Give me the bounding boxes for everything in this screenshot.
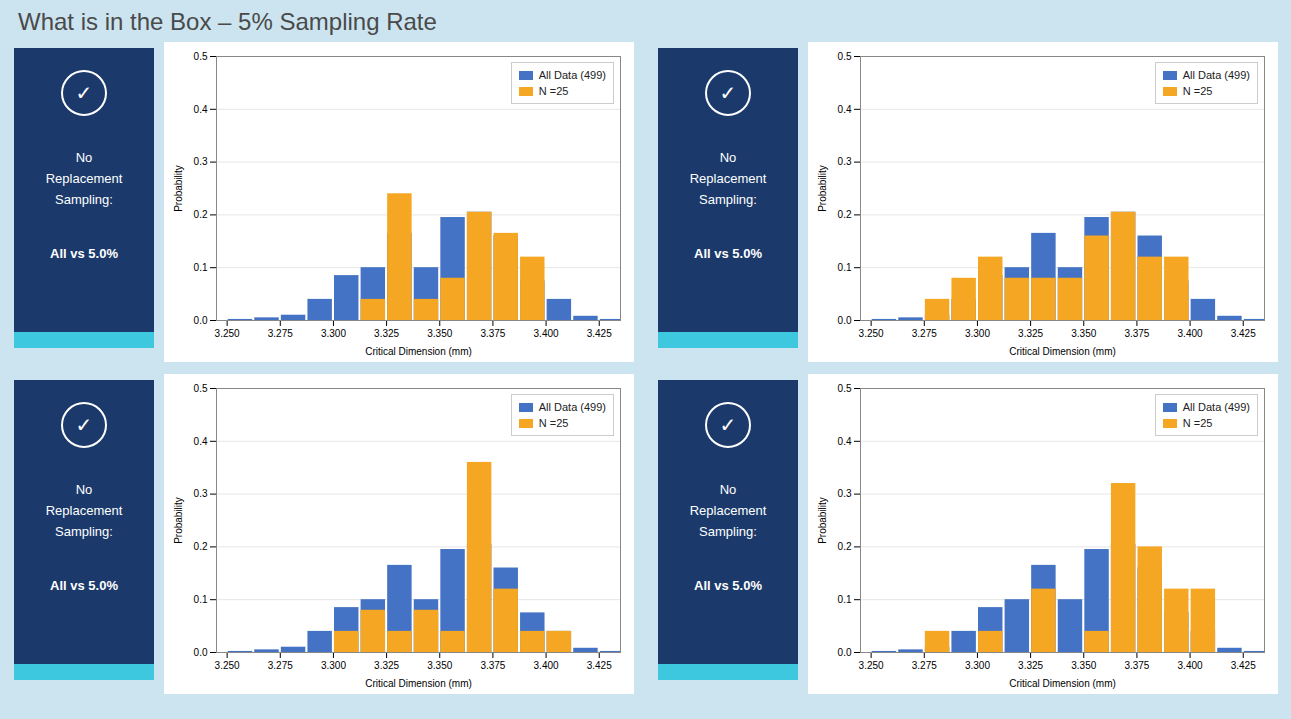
- svg-text:3.425: 3.425: [1231, 660, 1256, 671]
- svg-text:3.325: 3.325: [374, 660, 399, 671]
- svg-text:0.3: 0.3: [838, 488, 852, 499]
- svg-text:3.375: 3.375: [480, 660, 505, 671]
- svg-text:3.275: 3.275: [912, 660, 937, 671]
- svg-text:3.325: 3.325: [1018, 328, 1043, 339]
- svg-text:0.2: 0.2: [838, 541, 852, 552]
- svg-text:3.275: 3.275: [268, 328, 293, 339]
- svg-text:0.4: 0.4: [194, 104, 208, 115]
- svg-text:0.3: 0.3: [838, 156, 852, 167]
- svg-text:0.5: 0.5: [838, 383, 852, 394]
- svg-text:3.375: 3.375: [1124, 328, 1149, 339]
- svg-text:3.250: 3.250: [215, 328, 240, 339]
- svg-text:Critical Dimension (mm): Critical Dimension (mm): [365, 346, 472, 357]
- html-text:All vs 5.0%: All vs 5.0%: [694, 578, 762, 593]
- svg-text:Probability: Probability: [173, 497, 184, 544]
- html-text:N =25: N =25: [1182, 417, 1213, 429]
- svg-text:Critical Dimension (mm): Critical Dimension (mm): [1009, 678, 1116, 689]
- svg-text:0.2: 0.2: [838, 209, 852, 220]
- svg-text:3.400: 3.400: [534, 660, 559, 671]
- svg-text:0.5: 0.5: [194, 51, 208, 62]
- html-text:All Data (499): All Data (499): [1182, 69, 1250, 81]
- svg-text:3.375: 3.375: [1124, 660, 1149, 671]
- svg-text:3.300: 3.300: [321, 328, 346, 339]
- svg-text:0.1: 0.1: [194, 262, 208, 273]
- svg-text:3.300: 3.300: [321, 660, 346, 671]
- html-text:No Replacement Sampling:: No Replacement Sampling:: [45, 482, 123, 539]
- svg-text:3.325: 3.325: [374, 328, 399, 339]
- svg-text:3.400: 3.400: [1178, 660, 1203, 671]
- svg-text:3.275: 3.275: [912, 328, 937, 339]
- svg-text:0.1: 0.1: [838, 594, 852, 605]
- html-text:N =25: N =25: [538, 417, 569, 429]
- svg-text:3.350: 3.350: [427, 660, 452, 671]
- svg-text:3.250: 3.250: [859, 328, 884, 339]
- svg-text:Critical Dimension (mm): Critical Dimension (mm): [1009, 346, 1116, 357]
- svg-text:0.5: 0.5: [838, 51, 852, 62]
- svg-text:3.300: 3.300: [965, 328, 990, 339]
- svg-text:3.275: 3.275: [268, 660, 293, 671]
- svg-text:3.350: 3.350: [427, 328, 452, 339]
- html-text:No Replacement Sampling:: No Replacement Sampling:: [689, 482, 767, 539]
- svg-text:Probability: Probability: [173, 165, 184, 212]
- svg-text:3.400: 3.400: [534, 328, 559, 339]
- html-text:All vs 5.0%: All vs 5.0%: [50, 578, 118, 593]
- svg-text:3.425: 3.425: [587, 328, 612, 339]
- svg-text:0.4: 0.4: [838, 436, 852, 447]
- svg-text:0.1: 0.1: [838, 262, 852, 273]
- svg-text:3.425: 3.425: [1231, 328, 1256, 339]
- svg-text:0.3: 0.3: [194, 488, 208, 499]
- svg-text:3.425: 3.425: [587, 660, 612, 671]
- html-text:All Data (499): All Data (499): [538, 69, 606, 81]
- svg-text:3.300: 3.300: [965, 660, 990, 671]
- svg-text:3.250: 3.250: [859, 660, 884, 671]
- svg-text:Probability: Probability: [817, 497, 828, 544]
- svg-text:3.350: 3.350: [1071, 328, 1096, 339]
- svg-text:0.1: 0.1: [194, 594, 208, 605]
- html-text:N =25: N =25: [1182, 85, 1213, 97]
- html-text:All vs 5.0%: All vs 5.0%: [50, 246, 118, 261]
- svg-text:Critical Dimension (mm): Critical Dimension (mm): [365, 678, 472, 689]
- svg-text:0.0: 0.0: [838, 315, 852, 326]
- svg-text:0.4: 0.4: [838, 104, 852, 115]
- svg-text:3.250: 3.250: [215, 660, 240, 671]
- html-text:All Data (499): All Data (499): [1182, 401, 1250, 413]
- svg-text:0.2: 0.2: [194, 541, 208, 552]
- svg-text:0.5: 0.5: [194, 383, 208, 394]
- html-text:N =25: N =25: [538, 85, 569, 97]
- svg-text:3.350: 3.350: [1071, 660, 1096, 671]
- svg-text:0.3: 0.3: [194, 156, 208, 167]
- svg-text:Probability: Probability: [817, 165, 828, 212]
- svg-text:0.0: 0.0: [838, 647, 852, 658]
- html-text:All vs 5.0%: All vs 5.0%: [694, 246, 762, 261]
- svg-text:3.325: 3.325: [1018, 660, 1043, 671]
- svg-text:0.0: 0.0: [194, 315, 208, 326]
- svg-text:3.400: 3.400: [1178, 328, 1203, 339]
- svg-text:3.375: 3.375: [480, 328, 505, 339]
- html-text:No Replacement Sampling:: No Replacement Sampling:: [45, 150, 123, 207]
- svg-text:0.0: 0.0: [194, 647, 208, 658]
- svg-text:0.4: 0.4: [194, 436, 208, 447]
- html-text:What is in the Box – 5% Sampli: What is in the Box – 5% Sampling Rate: [18, 8, 437, 35]
- html-text:No Replacement Sampling:: No Replacement Sampling:: [689, 150, 767, 207]
- html-text:All Data (499): All Data (499): [538, 401, 606, 413]
- svg-text:0.2: 0.2: [194, 209, 208, 220]
